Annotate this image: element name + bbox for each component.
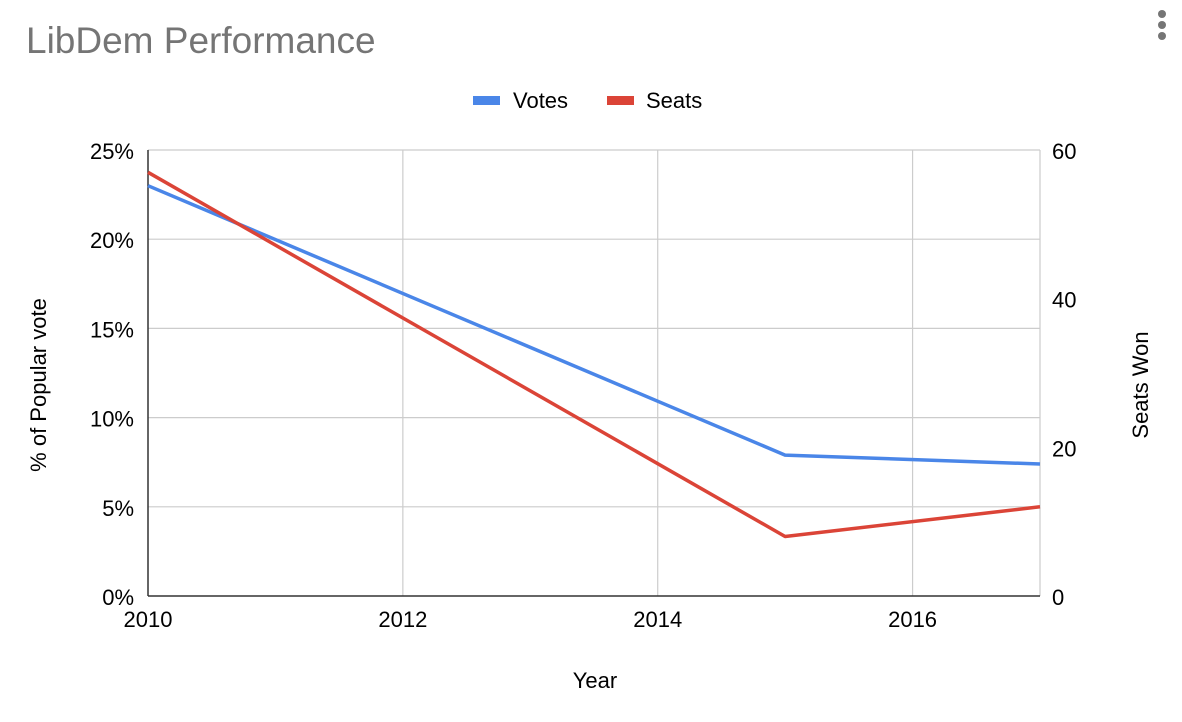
legend-swatch-seats [607, 96, 634, 105]
x-tick-label: 2010 [124, 607, 173, 632]
series-line-votes [147, 184, 1041, 466]
y-left-tick-label: 25% [90, 139, 134, 164]
y-left-axis-title: % of Popular vote [26, 298, 51, 472]
legend-label-seats: Seats [646, 88, 702, 113]
y-right-tick-label: 40 [1052, 288, 1076, 313]
series-line-seats [147, 170, 1041, 539]
x-tick-label: 2014 [633, 607, 682, 632]
x-axis-title: Year [573, 668, 617, 693]
y-left-tick-label: 0% [102, 585, 134, 610]
y-left-tick-label: 10% [90, 407, 134, 432]
more-options-icon[interactable] [1152, 8, 1172, 42]
legend-label-votes: Votes [513, 88, 568, 113]
legend-swatch-votes [473, 96, 500, 105]
y-right-tick-label: 20 [1052, 436, 1076, 461]
y-left-tick-label: 5% [102, 496, 134, 521]
x-tick-label: 2016 [888, 607, 937, 632]
y-right-tick-label: 0 [1052, 585, 1064, 610]
y-left-tick-label: 20% [90, 228, 134, 253]
y-left-tick-label: 15% [90, 317, 134, 342]
x-tick-label: 2012 [378, 607, 427, 632]
chart-title: LibDem Performance [26, 20, 376, 61]
y-right-axis-title: Seats Won [1128, 331, 1153, 438]
y-right-tick-label: 60 [1052, 139, 1076, 164]
